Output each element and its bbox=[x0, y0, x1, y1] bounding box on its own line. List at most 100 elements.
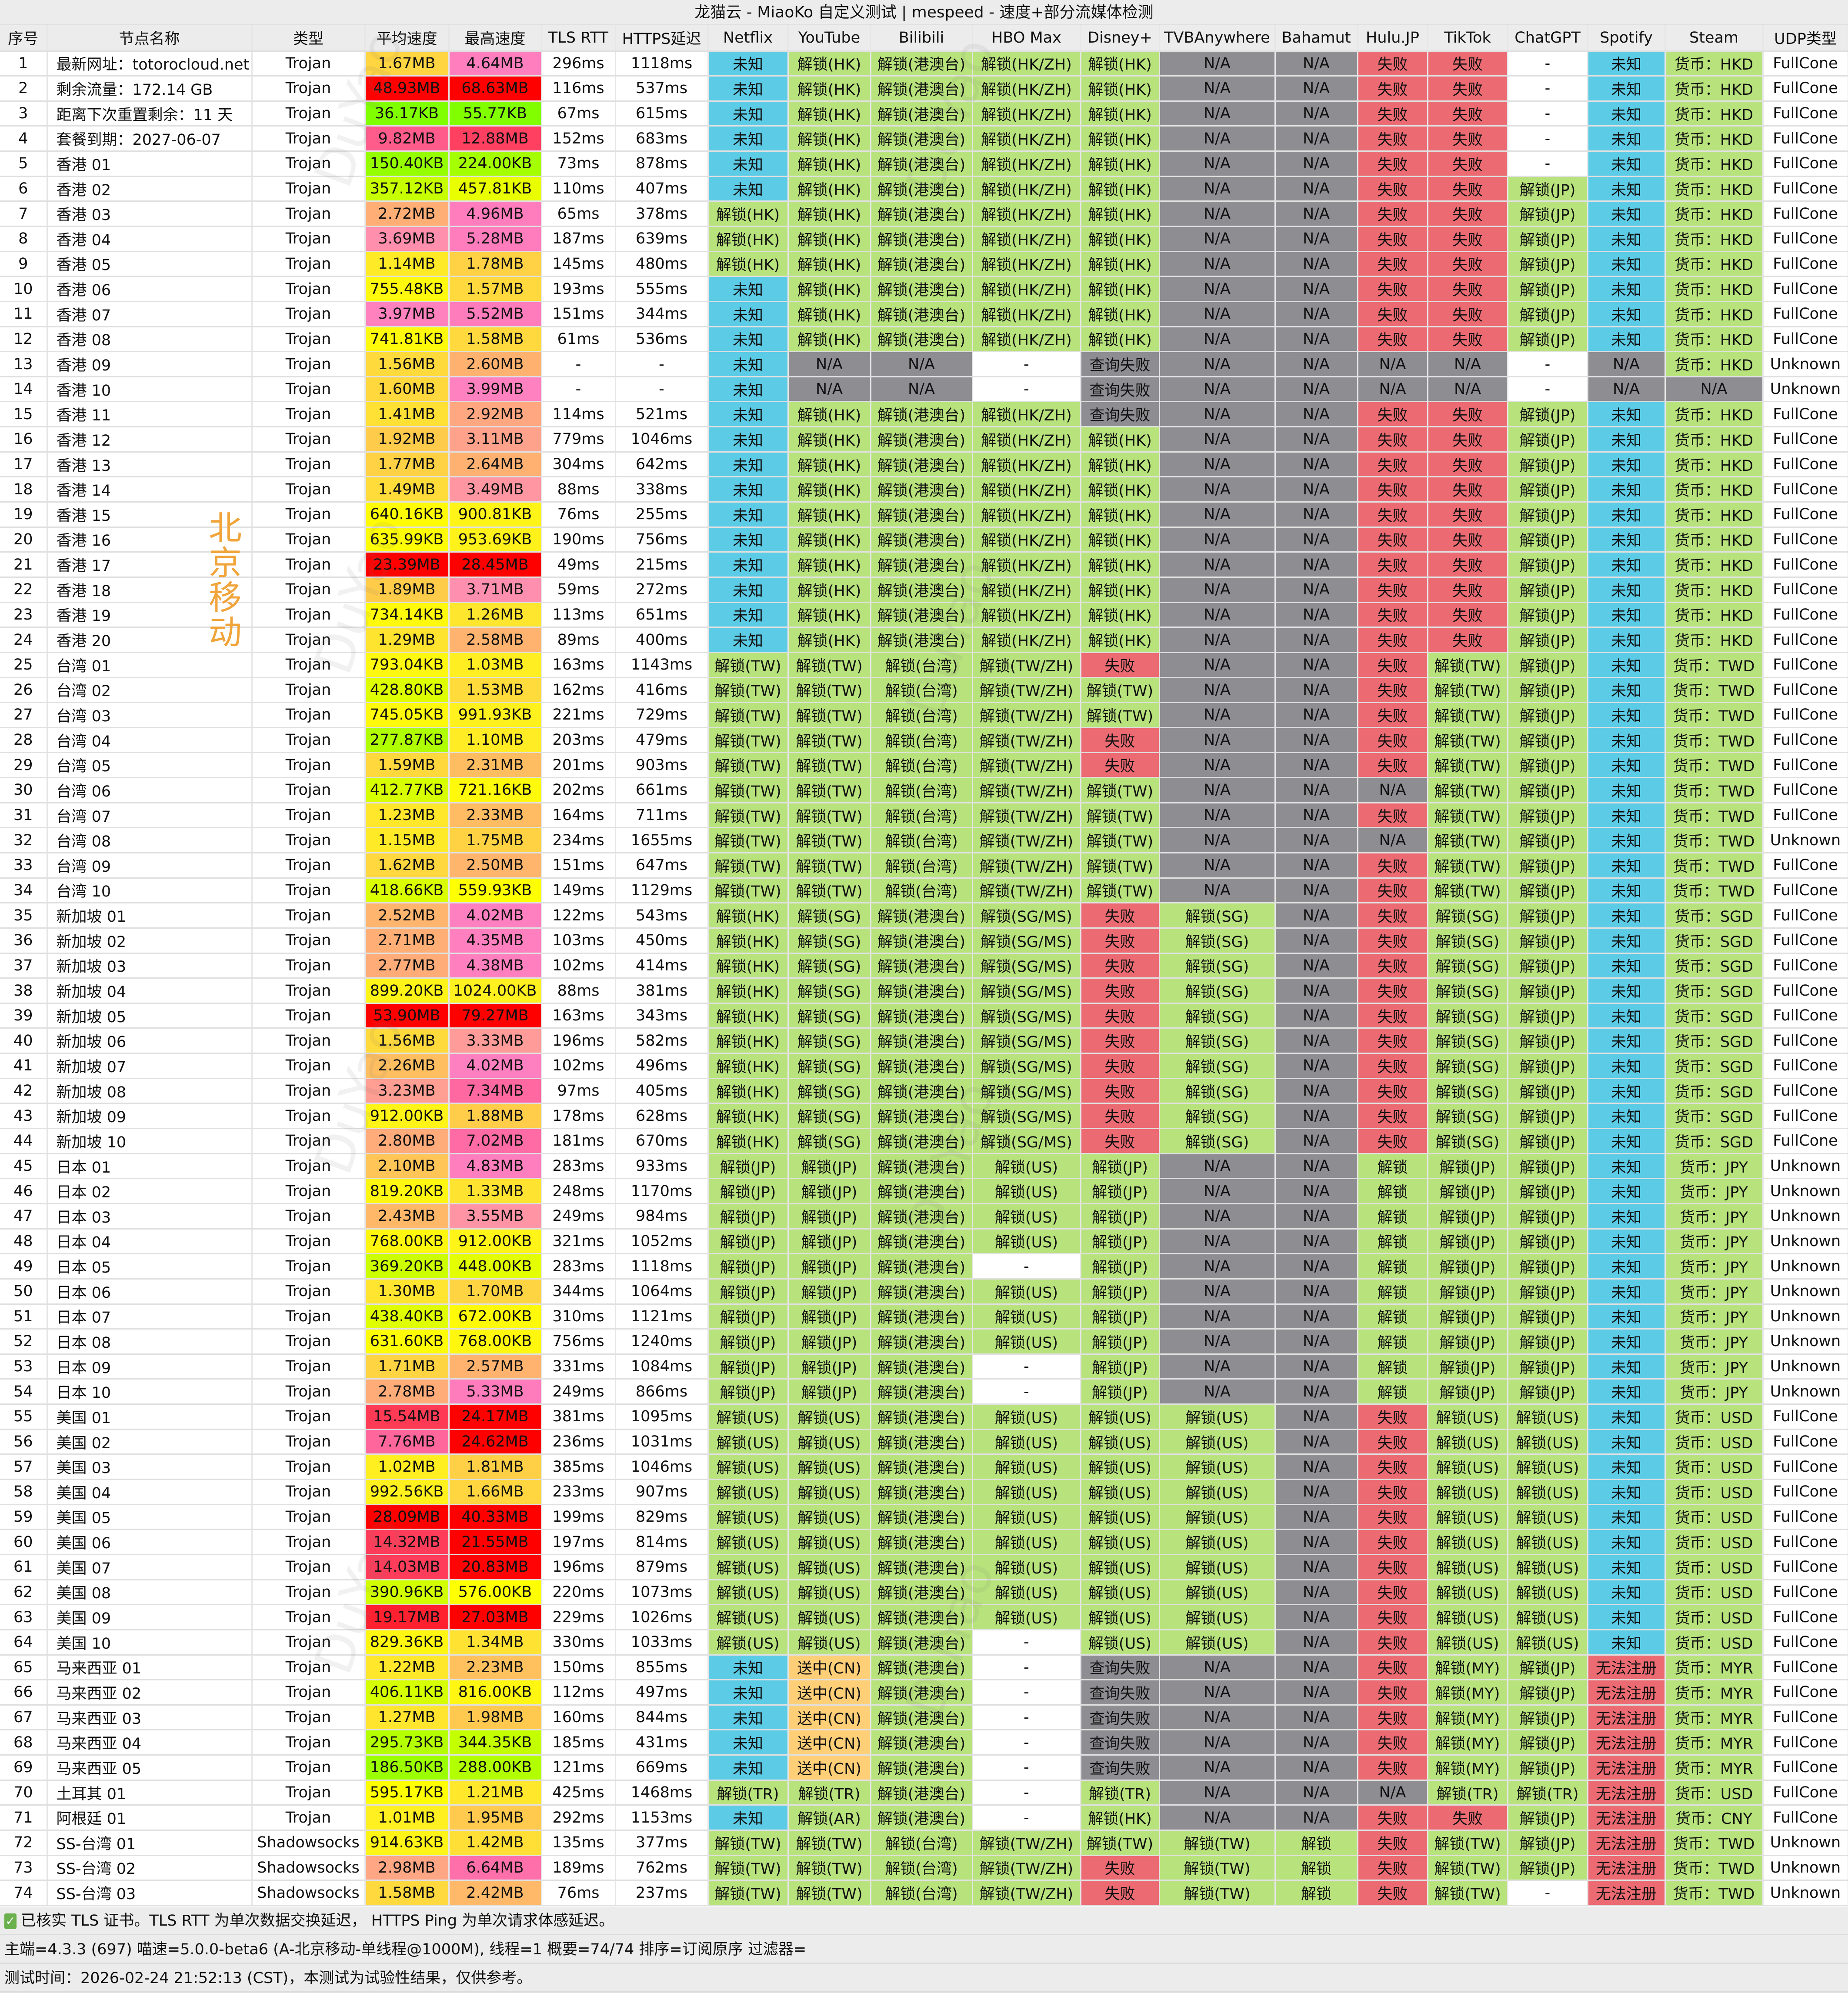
table-row[interactable]: 56 美国 02 Trojan 7.76MB 24.62MB 236ms 1031ms 解锁(… bbox=[0, 1429, 1848, 1455]
header-max-speed[interactable]: 最高速度 bbox=[449, 25, 542, 52]
table-row[interactable]: 69 马来西亚 05 Trojan 186.50KB 288.00KB 121ms 669m… bbox=[0, 1755, 1848, 1781]
table-row[interactable]: 44 新加坡 10 Trojan 2.80MB 7.02MB 181ms 670ms 解锁(H… bbox=[0, 1128, 1848, 1154]
table-row[interactable]: 31 台湾 07 Trojan 1.23MB 2.33MB 164ms 711ms 解锁(TW… bbox=[0, 803, 1848, 829]
header-https-latency[interactable]: HTTPS延迟 bbox=[615, 25, 709, 52]
table-row[interactable]: 58 美国 04 Trojan 992.56KB 1.66MB 233ms 907ms 解锁(… bbox=[0, 1479, 1848, 1505]
header-chatgpt[interactable]: ChatGPT bbox=[1508, 25, 1588, 52]
table-row[interactable]: 4 套餐到期：2027-06-07 Trojan 9.82MB 12.88MB 152ms… bbox=[0, 126, 1848, 152]
table-row[interactable]: 64 美国 10 Trojan 829.36KB 1.34MB 330ms 1033ms 解锁… bbox=[0, 1630, 1848, 1656]
table-row[interactable]: 60 美国 06 Trojan 14.32MB 21.55MB 197ms 814ms 解锁(… bbox=[0, 1529, 1848, 1555]
header-steam[interactable]: Steam bbox=[1665, 25, 1764, 52]
header-tls-rtt[interactable]: TLS RTT bbox=[541, 25, 616, 52]
table-row[interactable]: 72 SS-台湾 01 Shadowsocks 914.63KB 1.42MB 135ms… bbox=[0, 1830, 1848, 1856]
header-index[interactable]: 序号 bbox=[0, 25, 48, 52]
header-udp-type[interactable]: UDP类型 bbox=[1763, 25, 1848, 52]
table-row[interactable]: 46 日本 02 Trojan 819.20KB 1.33MB 248ms 1170ms 解锁… bbox=[0, 1178, 1848, 1204]
cell-youtube: 解锁(HK) bbox=[788, 602, 871, 628]
table-row[interactable]: 26 台湾 02 Trojan 428.80KB 1.53MB 162ms 416ms 解锁(… bbox=[0, 677, 1848, 703]
table-row[interactable]: 61 美国 07 Trojan 14.03MB 20.83MB 196ms 879ms 解锁(… bbox=[0, 1554, 1848, 1580]
table-row[interactable]: 71 阿根廷 01 Trojan 1.01MB 1.95MB 292ms 1153ms 未知解… bbox=[0, 1805, 1848, 1831]
table-row[interactable]: 9 香港 05 Trojan 1.14MB 1.78MB 145ms 480ms 解锁(HK)… bbox=[0, 251, 1848, 277]
table-row[interactable]: 70 土耳其 01 Trojan 595.17KB 1.21MB 425ms 1468ms 解… bbox=[0, 1780, 1848, 1806]
table-row[interactable]: 68 马来西亚 04 Trojan 295.73KB 344.35KB 185ms 431m… bbox=[0, 1730, 1848, 1756]
table-row[interactable]: 15 香港 11 Trojan 1.41MB 2.92MB 114ms 521ms 未知 解锁(… bbox=[0, 401, 1848, 428]
table-row[interactable]: 34 台湾 10 Trojan 418.66KB 559.93KB 149ms 1129ms… bbox=[0, 878, 1848, 904]
table-row[interactable]: 6 香港 02 Trojan 357.12KB 457.81KB 110ms 407ms 未知… bbox=[0, 176, 1848, 202]
table-row[interactable]: 54 日本 10 Trojan 2.78MB 5.33MB 249ms 866ms 解锁(JP… bbox=[0, 1379, 1848, 1405]
table-row[interactable]: 67 马来西亚 03 Trojan 1.27MB 1.98MB 160ms 844ms 未知送… bbox=[0, 1705, 1848, 1731]
table-row[interactable]: 52 日本 08 Trojan 631.60KB 768.00KB 756ms 1240ms… bbox=[0, 1329, 1848, 1355]
header-avg-speed[interactable]: 平均速度 bbox=[365, 25, 450, 52]
cell-https-latency: 984ms bbox=[615, 1203, 709, 1230]
table-row[interactable]: 35 新加坡 01 Trojan 2.52MB 4.02MB 122ms 543ms 解锁(H… bbox=[0, 903, 1848, 929]
table-row[interactable]: 57 美国 03 Trojan 1.02MB 1.81MB 385ms 1046ms 解锁(U… bbox=[0, 1454, 1848, 1480]
table-row[interactable]: 38 新加坡 04 Trojan 899.20KB 1024.00KB 88ms 381ms… bbox=[0, 978, 1848, 1004]
table-row[interactable]: 66 马来西亚 02 Trojan 406.11KB 816.00KB 112ms 497m… bbox=[0, 1680, 1848, 1706]
header-netflix[interactable]: Netflix bbox=[708, 25, 789, 52]
table-row[interactable]: 49 日本 05 Trojan 369.20KB 448.00KB 283ms 1118ms… bbox=[0, 1253, 1848, 1280]
table-row[interactable]: 28 台湾 04 Trojan 277.87KB 1.10MB 203ms 479ms 解锁(… bbox=[0, 727, 1848, 753]
header-node-name[interactable]: 节点名称 bbox=[47, 25, 253, 52]
table-row[interactable]: 37 新加坡 03 Trojan 2.77MB 4.38MB 102ms 414ms 解锁(H… bbox=[0, 953, 1848, 979]
cell-bilibili: 解锁(港澳台) bbox=[871, 527, 973, 553]
table-row[interactable]: 27 台湾 03 Trojan 745.05KB 991.93KB 221ms 729ms 解… bbox=[0, 702, 1848, 728]
table-row[interactable]: 18 香港 14 Trojan 1.49MB 3.49MB 88ms 338ms 未知 解锁(H… bbox=[0, 477, 1848, 503]
table-row[interactable]: 48 日本 04 Trojan 768.00KB 912.00KB 321ms 1052ms… bbox=[0, 1229, 1848, 1255]
table-row[interactable]: 51 日本 07 Trojan 438.40KB 672.00KB 310ms 1121ms… bbox=[0, 1304, 1848, 1330]
header-disney-plus[interactable]: Disney+ bbox=[1081, 25, 1160, 52]
table-row[interactable]: 32 台湾 08 Trojan 1.15MB 1.75MB 234ms 1655ms 解锁(T… bbox=[0, 827, 1848, 853]
header-hbo-max[interactable]: HBO Max bbox=[972, 25, 1081, 52]
table-row[interactable]: 59 美国 05 Trojan 28.09MB 40.33MB 199ms 829ms 解锁(… bbox=[0, 1504, 1848, 1530]
table-row[interactable]: 8 香港 04 Trojan 3.69MB 5.28MB 187ms 639ms 解锁(HK)… bbox=[0, 226, 1848, 252]
table-row[interactable]: 73 SS-台湾 02 Shadowsocks 2.98MB 6.64MB 189ms 76… bbox=[0, 1855, 1848, 1881]
table-row[interactable]: 42 新加坡 08 Trojan 3.23MB 7.34MB 97ms 405ms 解锁(HK… bbox=[0, 1078, 1848, 1104]
table-row[interactable]: 25 台湾 01 Trojan 793.04KB 1.03MB 163ms 1143ms 解锁… bbox=[0, 652, 1848, 678]
header-tiktok[interactable]: TikTok bbox=[1428, 25, 1508, 52]
cell-bilibili: 解锁(港澳台) bbox=[871, 627, 973, 653]
table-row[interactable]: 74 SS-台湾 03 Shadowsocks 1.58MB 2.42MB 76ms 237… bbox=[0, 1880, 1848, 1906]
table-row[interactable]: 7 香港 03 Trojan 2.72MB 4.96MB 65ms 378ms 解锁(HK) 解… bbox=[0, 201, 1848, 227]
header-tvbanywhere[interactable]: TVBAnywhere bbox=[1159, 25, 1276, 52]
header-spotify[interactable]: Spotify bbox=[1588, 25, 1666, 52]
cell-netflix: 解锁(TW) bbox=[708, 878, 789, 904]
table-row[interactable]: 53 日本 09 Trojan 1.71MB 2.57MB 331ms 1084ms 解锁(J… bbox=[0, 1354, 1848, 1380]
table-row[interactable]: 39 新加坡 05 Trojan 53.90MB 79.27MB 163ms 343ms 解锁… bbox=[0, 1003, 1848, 1029]
table-row[interactable]: 50 日本 06 Trojan 1.30MB 1.70MB 344ms 1064ms 解锁(J… bbox=[0, 1279, 1848, 1305]
table-row[interactable]: 2 剩余流量：172.14 GB Trojan 48.93MB 68.63MB 116ms… bbox=[0, 76, 1848, 102]
table-row[interactable]: 17 香港 13 Trojan 1.77MB 2.64MB 304ms 642ms 未知 解锁(… bbox=[0, 452, 1848, 478]
table-row[interactable]: 12 香港 08 Trojan 741.81KB 1.58MB 61ms 536ms 未知 解锁… bbox=[0, 327, 1848, 353]
table-row[interactable]: 1 最新网址：totorocloud.net Trojan 1.67MB 4.64MB 2… bbox=[0, 51, 1848, 77]
table-row[interactable]: 55 美国 01 Trojan 15.54MB 24.17MB 381ms 1095ms 解锁… bbox=[0, 1404, 1848, 1430]
cell-index: 74 bbox=[0, 1880, 48, 1906]
table-row[interactable]: 33 台湾 09 Trojan 1.62MB 2.50MB 151ms 647ms 解锁(TW… bbox=[0, 853, 1848, 879]
table-row[interactable]: 62 美国 08 Trojan 390.96KB 576.00KB 220ms 1073ms… bbox=[0, 1580, 1848, 1606]
header-hulu-jp[interactable]: Hulu.JP bbox=[1358, 25, 1428, 52]
table-row[interactable]: 29 台湾 05 Trojan 1.59MB 2.31MB 201ms 903ms 解锁(TW… bbox=[0, 752, 1848, 779]
table-row[interactable]: 14 香港 10 Trojan 1.60MB 3.99MB - - 未知 N/A N/A - 查询失败… bbox=[0, 377, 1848, 403]
table-row[interactable]: 16 香港 12 Trojan 1.92MB 3.11MB 779ms 1046ms 未知 解锁… bbox=[0, 427, 1848, 453]
header-bahamut[interactable]: Bahamut bbox=[1275, 25, 1358, 52]
table-row[interactable]: 13 香港 09 Trojan 1.56MB 2.60MB - - 未知 N/A N/A - 查询失败… bbox=[0, 351, 1848, 377]
header-youtube[interactable]: YouTube bbox=[788, 25, 871, 52]
table-row[interactable]: 23 香港 19 Trojan 734.14KB 1.26MB 113ms 651ms 未知解… bbox=[0, 602, 1848, 628]
header-bilibili[interactable]: Bilibili bbox=[871, 25, 973, 52]
table-row[interactable]: 40 新加坡 06 Trojan 1.56MB 3.33MB 196ms 582ms 解锁(H… bbox=[0, 1028, 1848, 1054]
table-row[interactable]: 30 台湾 06 Trojan 412.77KB 721.16KB 202ms 661ms 解… bbox=[0, 777, 1848, 803]
table-row[interactable]: 22 香港 18 Trojan 1.89MB 3.71MB 59ms 272ms 未知 解锁(H… bbox=[0, 577, 1848, 603]
table-row[interactable]: 21 香港 17 Trojan 23.39MB 28.45MB 49ms 215ms 未知 解锁… bbox=[0, 552, 1848, 578]
table-row[interactable]: 3 距离下次重置剩余：11 天 Trojan 36.17KB 55.77KB 67ms 61… bbox=[0, 101, 1848, 127]
header-type[interactable]: 类型 bbox=[252, 25, 366, 52]
table-row[interactable]: 19 香港 15 Trojan 640.16KB 900.81KB 76ms 255ms 未知… bbox=[0, 502, 1848, 528]
table-row[interactable]: 5 香港 01 Trojan 150.40KB 224.00KB 73ms 878ms 未知解… bbox=[0, 151, 1848, 177]
table-row[interactable]: 41 新加坡 07 Trojan 2.26MB 4.02MB 102ms 496ms 解锁(H… bbox=[0, 1053, 1848, 1079]
table-row[interactable]: 45 日本 01 Trojan 2.10MB 4.83MB 283ms 933ms 解锁(JP… bbox=[0, 1153, 1848, 1180]
table-row[interactable]: 10 香港 06 Trojan 755.48KB 1.57MB 193ms 555ms 未知解… bbox=[0, 276, 1848, 302]
table-row[interactable]: 11 香港 07 Trojan 3.97MB 5.52MB 151ms 344ms 未知 解锁(… bbox=[0, 301, 1848, 327]
table-row[interactable]: 36 新加坡 02 Trojan 2.71MB 4.35MB 103ms 450ms 解锁(H… bbox=[0, 928, 1848, 954]
table-row[interactable]: 65 马来西亚 01 Trojan 1.22MB 2.23MB 150ms 855ms 未知送… bbox=[0, 1655, 1848, 1681]
table-row[interactable]: 47 日本 03 Trojan 2.43MB 3.55MB 249ms 984ms 解锁(JP… bbox=[0, 1203, 1848, 1230]
table-row[interactable]: 43 新加坡 09 Trojan 912.00KB 1.88MB 178ms 628ms 解锁… bbox=[0, 1103, 1848, 1130]
table-row[interactable]: 63 美国 09 Trojan 19.17MB 27.03MB 229ms 1026ms 解锁… bbox=[0, 1604, 1848, 1630]
table-row[interactable]: 24 香港 20 Trojan 1.29MB 2.58MB 89ms 400ms 未知 解锁(H… bbox=[0, 627, 1848, 653]
table-row[interactable]: 20 香港 16 Trojan 635.99KB 953.69KB 190ms 756ms 未… bbox=[0, 527, 1848, 553]
